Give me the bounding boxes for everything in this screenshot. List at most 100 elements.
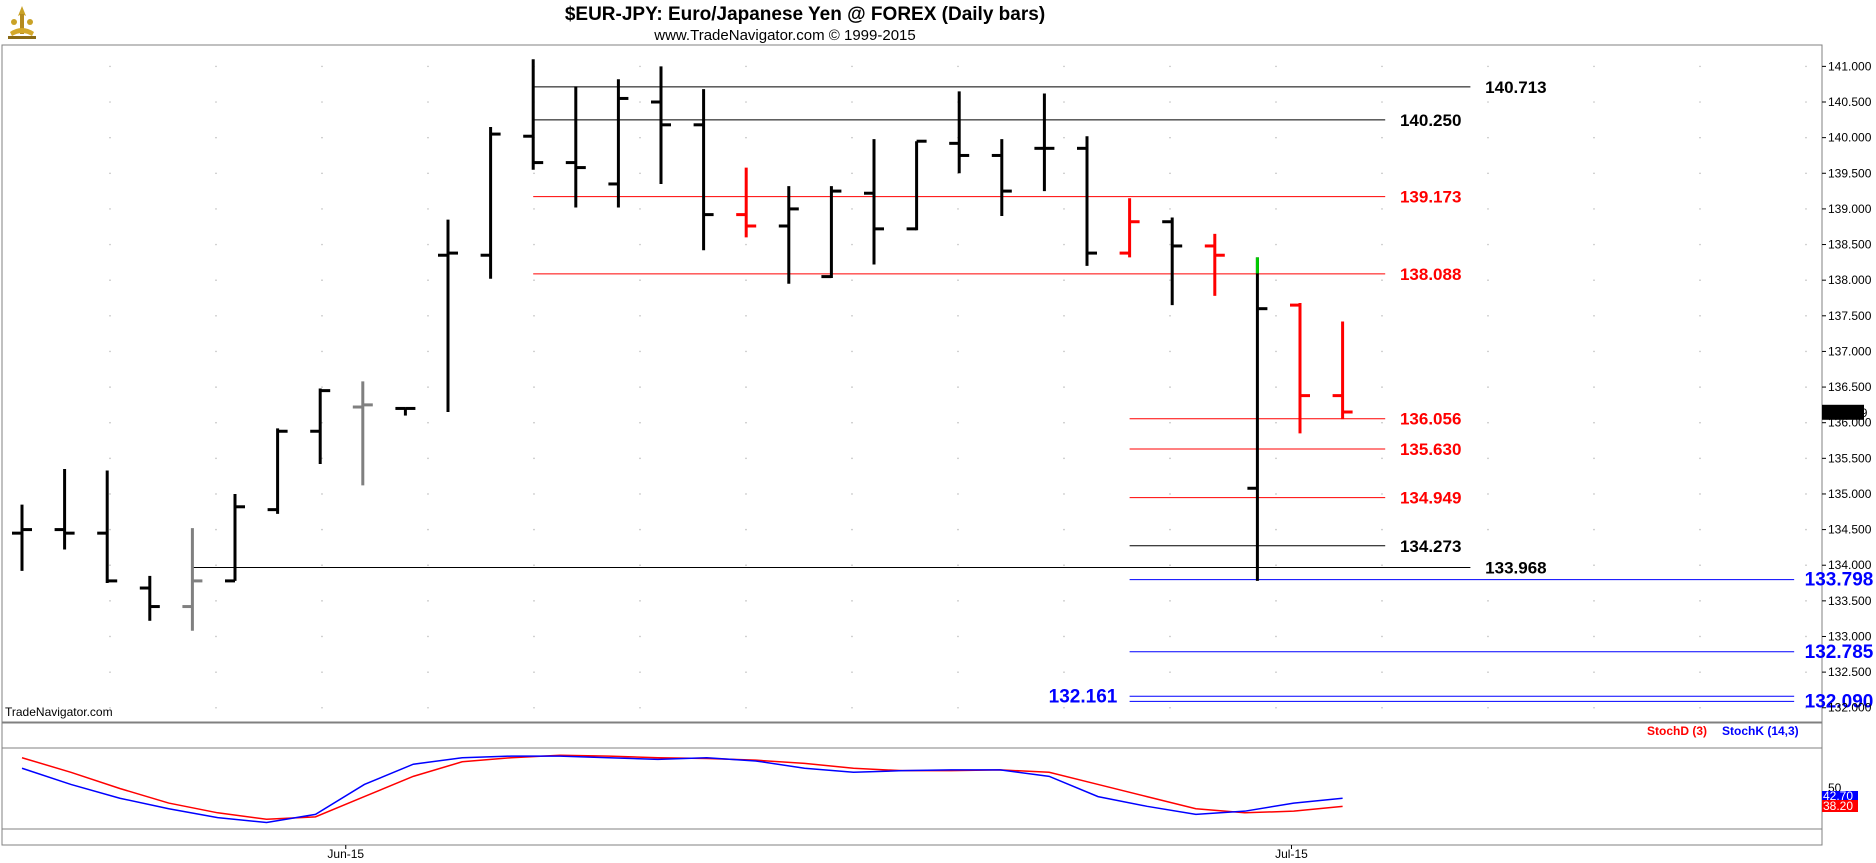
- grid-dot: [745, 315, 747, 317]
- grid-dot: [427, 172, 429, 175]
- grid-dot: [1593, 635, 1595, 638]
- grid-dot: [1169, 208, 1171, 210]
- grid-dot: [427, 600, 429, 602]
- grid-dot: [745, 706, 747, 709]
- grid-dot: [639, 528, 641, 531]
- grid-dot: [109, 65, 111, 68]
- grid-dot: [957, 243, 959, 246]
- ohlc-bar: [608, 79, 629, 208]
- grid-dot: [427, 635, 429, 638]
- grid-dot: [1275, 600, 1277, 602]
- grid-dot: [851, 706, 853, 709]
- grid-dot: [1169, 172, 1171, 175]
- grid-dot: [957, 208, 959, 210]
- grid-dot: [1275, 172, 1277, 175]
- grid-dot: [1699, 101, 1701, 103]
- grid-dot: [109, 457, 111, 460]
- grid-dot: [533, 386, 535, 388]
- grid-dot: [1699, 421, 1701, 424]
- grid-dot: [1381, 243, 1383, 246]
- ohlc-bar: [523, 59, 544, 170]
- ohlc-bar: [352, 381, 373, 486]
- grid-dot: [957, 421, 959, 424]
- grid-dot: [1169, 101, 1171, 103]
- grid-dot: [639, 65, 641, 68]
- grid-dot: [109, 635, 111, 638]
- level-label: 138.088: [1400, 265, 1461, 284]
- grid-dot: [427, 493, 429, 495]
- grid-dot: [1593, 386, 1595, 388]
- ohlc-bar: [438, 219, 458, 413]
- grid-dot: [1487, 65, 1489, 68]
- grid-dot: [851, 671, 853, 673]
- grid-dot: [1699, 600, 1701, 602]
- grid-dot: [427, 136, 429, 139]
- grid-dot: [1275, 65, 1277, 68]
- grid-dot: [1063, 136, 1065, 139]
- grid-dot: [639, 208, 641, 210]
- grid-dot: [1169, 493, 1171, 495]
- grid-dot: [1805, 706, 1807, 709]
- grid-dot: [1381, 350, 1383, 353]
- grid-dot: [1169, 243, 1171, 246]
- y-tick-label: 132.000: [1828, 701, 1872, 715]
- grid-dot: [1381, 172, 1383, 175]
- grid-dot: [851, 600, 853, 602]
- grid-dot: [745, 101, 747, 103]
- grid-dot: [1169, 65, 1171, 68]
- grid-dot: [1593, 279, 1595, 281]
- grid-dots: [109, 65, 1807, 709]
- grid-dot: [957, 671, 959, 673]
- grid-dot: [1805, 457, 1807, 460]
- x-tick-label: Jun-15: [327, 847, 364, 861]
- grid-dot: [1381, 208, 1383, 210]
- grid-dot: [1487, 493, 1489, 495]
- grid-dot: [1381, 421, 1383, 424]
- grid-dot: [851, 386, 853, 388]
- grid-dot: [427, 457, 429, 460]
- grid-dot: [1699, 208, 1701, 210]
- grid-dot: [1169, 386, 1171, 388]
- ohlc-bar: [1034, 93, 1055, 192]
- stochastic-panel: [1, 722, 1823, 846]
- y-tick-label: 138.500: [1828, 238, 1872, 252]
- grid-dot: [109, 315, 111, 317]
- y-tick-label: 135.500: [1828, 451, 1872, 465]
- y-tick-label: 137.500: [1828, 309, 1872, 323]
- grid-dot: [1805, 600, 1807, 602]
- grid-dot: [957, 564, 959, 567]
- grid-dot: [533, 421, 535, 424]
- grid-dot: [745, 421, 747, 424]
- grid-dot: [321, 528, 323, 531]
- grid-dot: [1593, 493, 1595, 495]
- grid-dot: [109, 172, 111, 175]
- grid-dot: [1487, 706, 1489, 709]
- grid-dot: [427, 386, 429, 388]
- grid-dot: [957, 457, 959, 460]
- y-tick-label: 139.500: [1828, 166, 1872, 180]
- grid-dot: [1805, 635, 1807, 638]
- ohlc-bar: [480, 126, 501, 279]
- grid-dot: [533, 564, 535, 567]
- grid-dot: [1699, 528, 1701, 531]
- grid-dot: [1699, 243, 1701, 246]
- grid-dot: [1063, 243, 1065, 246]
- grid-dot: [321, 386, 323, 388]
- y-tick-label: 136.500: [1828, 380, 1872, 394]
- grid-dot: [851, 635, 853, 638]
- grid-dot: [321, 600, 323, 602]
- grid-dot: [1593, 101, 1595, 103]
- chart-subtitle: www.TradeNavigator.com © 1999-2015: [653, 27, 915, 44]
- grid-dot: [109, 386, 111, 388]
- grid-dot: [321, 564, 323, 567]
- grid-dot: [109, 101, 111, 103]
- grid-dot: [639, 350, 641, 353]
- grid-dot: [1805, 136, 1807, 139]
- grid-dot: [1063, 208, 1065, 210]
- grid-dot: [321, 279, 323, 281]
- level-label: 133.798: [1805, 570, 1874, 591]
- grid-dot: [745, 243, 747, 246]
- grid-dot: [533, 208, 535, 210]
- ohlc-bar: [1162, 217, 1183, 306]
- grid-dot: [1487, 208, 1489, 210]
